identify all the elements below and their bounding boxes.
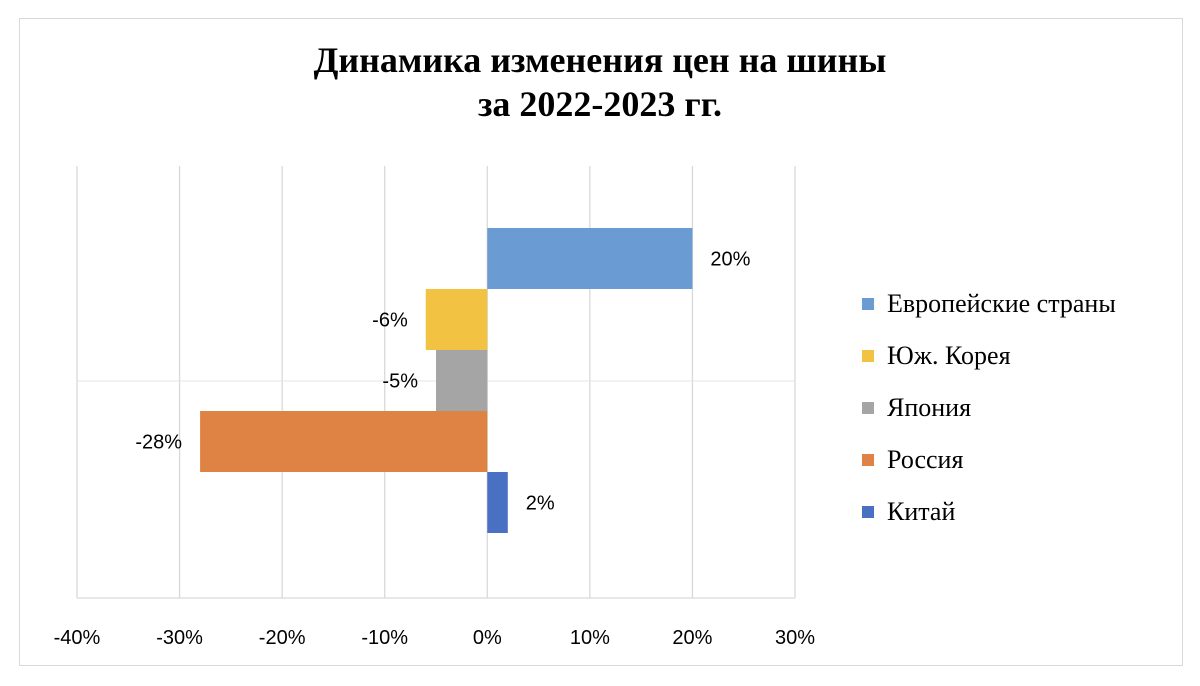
legend-item: Япония — [862, 382, 1172, 434]
bar — [436, 350, 488, 411]
bar — [200, 411, 488, 472]
legend-swatch — [862, 402, 874, 414]
legend-label: Россия — [887, 445, 964, 474]
x-tick-label: -40% — [54, 627, 101, 649]
data-label: 2% — [526, 493, 555, 515]
legend-item: Европейские страны — [862, 278, 1172, 330]
chart-title-line-1: Динамика изменения цен на шины — [313, 40, 887, 80]
legend-label: Китай — [887, 497, 956, 526]
legend-swatch — [862, 454, 874, 466]
chart-frame — [19, 18, 1183, 666]
x-tick-label: 0% — [473, 627, 502, 649]
bars — [200, 228, 693, 533]
legend-item: Китай — [862, 486, 1172, 538]
bar — [425, 289, 488, 350]
legend-label: Европейские страны — [887, 289, 1116, 318]
legend-item: Юж. Корея — [862, 330, 1172, 382]
legend: Европейские страны Юж. Корея Япония Россия К… — [862, 278, 1172, 538]
x-axis-tick-labels: -40% -30% -20% -10% 0% 10% 20% 30% — [54, 627, 816, 649]
legend-label: Юж. Корея — [887, 341, 1011, 370]
x-tick-label: 20% — [672, 627, 712, 649]
bar — [487, 472, 508, 533]
chart-title: Динамика изменения цен на шины за 2022-2… — [0, 38, 1200, 126]
x-tick-label: 30% — [775, 627, 815, 649]
bar — [487, 228, 693, 289]
data-labels: 20% -6% -5% -28% 2% — [135, 249, 750, 515]
legend-swatch — [862, 350, 874, 362]
x-tick-label: -20% — [259, 627, 306, 649]
x-tick-label: 10% — [570, 627, 610, 649]
x-tick-label: -10% — [361, 627, 408, 649]
data-label: -6% — [372, 310, 408, 332]
data-label: -28% — [135, 432, 182, 454]
chart-title-line-2: за 2022-2023 гг. — [477, 84, 723, 124]
legend-swatch — [862, 298, 874, 310]
data-label: -5% — [382, 371, 418, 393]
legend-swatch — [862, 506, 874, 518]
legend-label: Япония — [887, 393, 972, 422]
legend-item: Россия — [862, 434, 1172, 486]
x-tick-label: -30% — [156, 627, 203, 649]
data-label: 20% — [710, 249, 750, 271]
